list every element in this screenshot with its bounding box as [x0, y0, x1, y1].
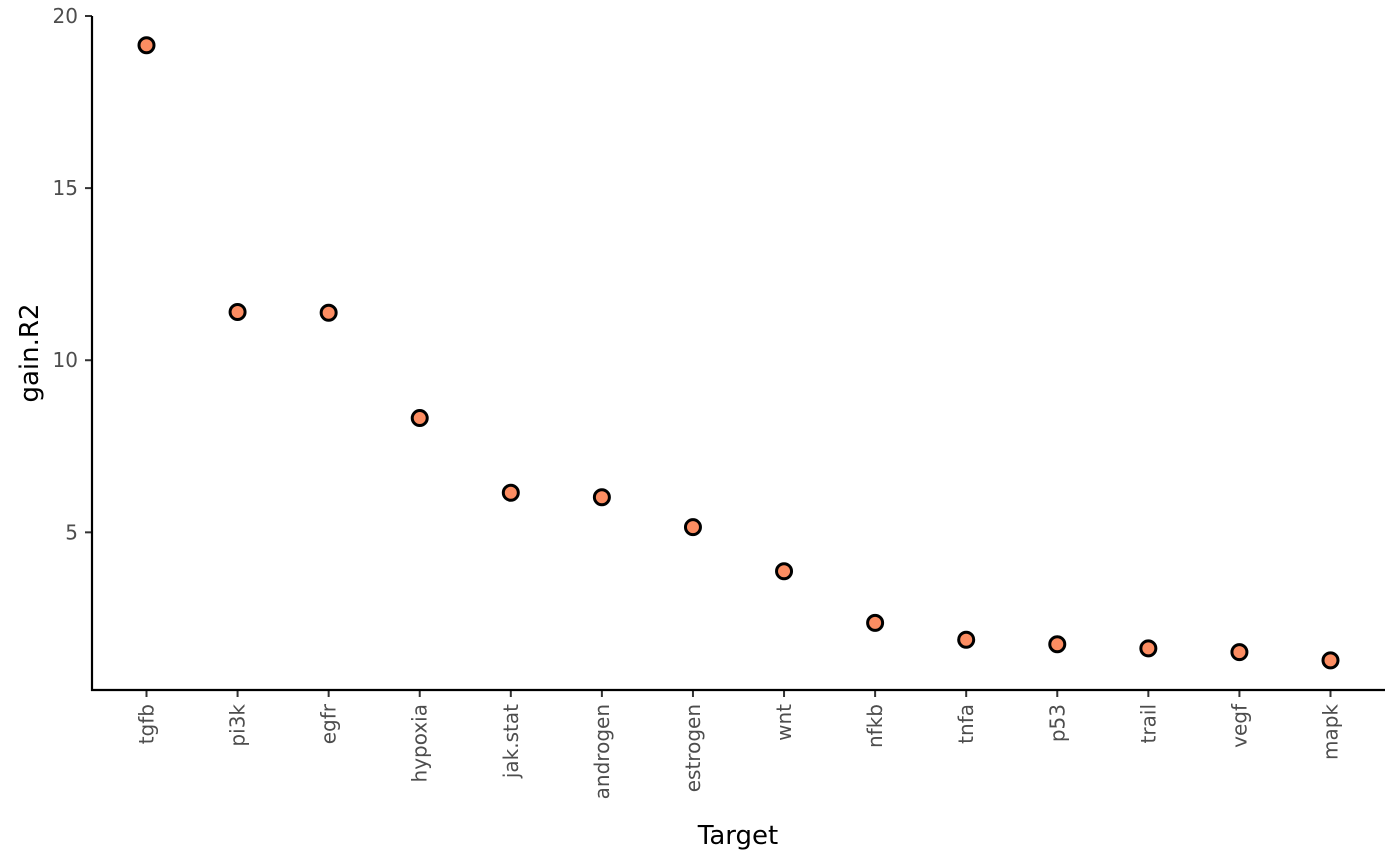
x-tick-label: nfkb	[863, 704, 887, 748]
data-point	[319, 303, 338, 322]
y-tick-label: 10	[53, 348, 78, 372]
y-axis-ticks: 5 10 15 20	[53, 4, 92, 544]
x-axis-title: Target	[697, 821, 778, 851]
data-point	[592, 488, 611, 507]
data-point	[1230, 643, 1249, 662]
x-tick-label: tgfb	[135, 704, 159, 744]
y-axis-title: gain.R2	[15, 303, 45, 402]
data-point	[228, 303, 247, 322]
data-point	[1139, 639, 1158, 658]
y-tick-label: 20	[53, 4, 78, 28]
x-tick-label: tnfa	[954, 704, 978, 744]
data-point	[501, 483, 520, 502]
x-tick-label: androgen	[590, 704, 614, 799]
x-tick-label: vegf	[1227, 703, 1251, 748]
data-point	[410, 409, 429, 428]
x-tick-label: egfr	[317, 703, 341, 744]
data-point	[775, 562, 794, 581]
data-point	[683, 518, 702, 537]
x-tick-label: wnt	[772, 704, 796, 741]
data-point	[137, 36, 156, 55]
x-tick-label: p53	[1045, 704, 1069, 742]
x-tick-label: pi3k	[226, 704, 250, 747]
data-point	[866, 613, 885, 632]
y-tick-label: 5	[65, 520, 78, 544]
x-axis-ticks: tgfb pi3k egfr hypoxia jak.stat androgen estro…	[135, 690, 1343, 799]
data-point	[1048, 635, 1067, 654]
x-tick-label: mapk	[1319, 704, 1343, 760]
x-tick-label: estrogen	[681, 704, 705, 792]
x-tick-label: jak.stat	[499, 704, 523, 779]
x-tick-label: hypoxia	[408, 704, 432, 782]
y-tick-label: 15	[53, 176, 78, 200]
data-points	[137, 36, 1340, 670]
data-point	[1321, 651, 1340, 670]
data-point	[957, 630, 976, 649]
x-tick-label: trail	[1136, 704, 1160, 743]
